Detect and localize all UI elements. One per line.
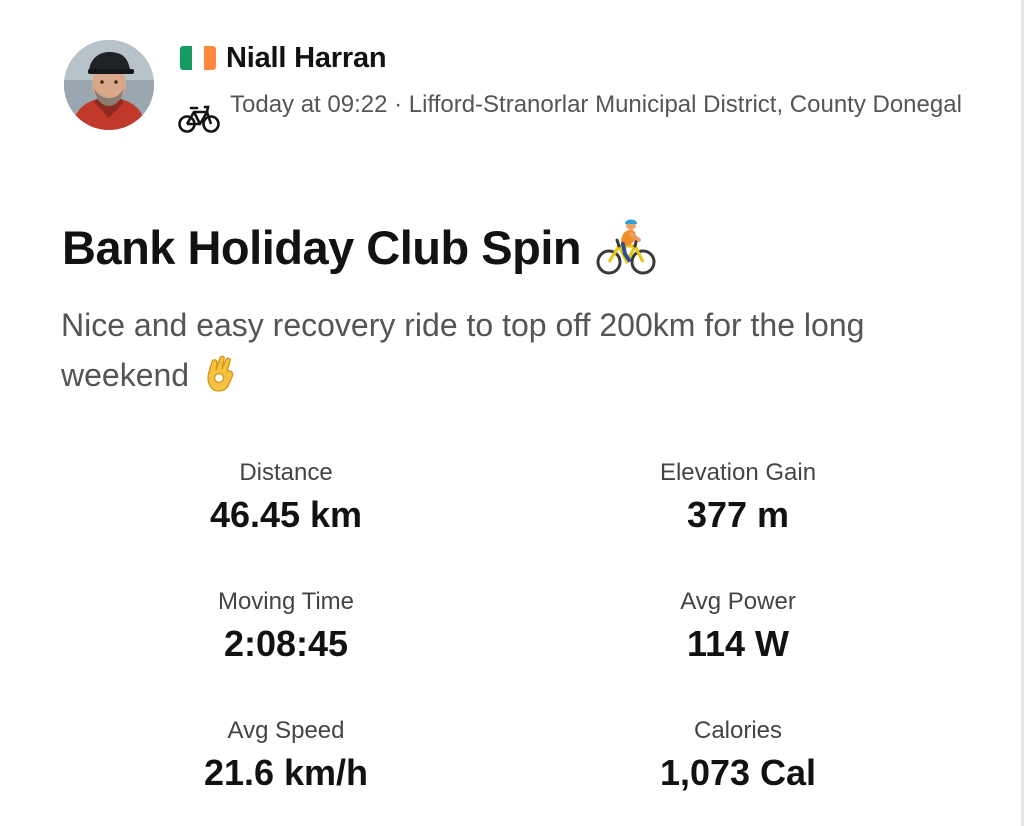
- stat-label: Avg Power: [680, 588, 796, 615]
- athlete-name[interactable]: Niall Harran: [226, 41, 387, 74]
- description-text: Nice and easy recovery ride to top off 2…: [61, 307, 865, 393]
- stat-avg-speed: Avg Speed 21.6 km/h: [60, 713, 512, 797]
- stat-label: Calories: [693, 717, 783, 744]
- flag-stripe: [204, 46, 216, 70]
- athlete-name-row: Niall Harran: [180, 40, 387, 76]
- stat-value: 21.6 km/h: [203, 752, 369, 793]
- activity-title[interactable]: Bank Holiday Club Spin: [62, 220, 582, 274]
- cyclist-emoji-icon: [595, 216, 657, 278]
- activity-description: Nice and easy recovery ride to top off 2…: [61, 300, 961, 400]
- stat-elevation-gain: Elevation Gain 377 m: [512, 455, 964, 539]
- stat-avg-power: Avg Power 114 W: [512, 584, 964, 668]
- stat-label: Elevation Gain: [659, 459, 817, 486]
- flag-stripe: [180, 46, 192, 70]
- ok-hand-emoji-icon: [204, 354, 238, 392]
- stat-value: 1,073 Cal: [659, 752, 817, 793]
- stat-value: 46.45 km: [209, 494, 363, 535]
- stat-label: Distance: [239, 459, 333, 486]
- activity-meta: Today at 09:22 · Lifford-Stranorlar Muni…: [230, 91, 962, 118]
- stat-value: 377 m: [686, 494, 790, 535]
- activity-header: Niall Harran Today at 09:22 · Lifford-St…: [64, 40, 984, 160]
- bike-icon: [178, 104, 220, 134]
- stat-calories: Calories 1,073 Cal: [512, 713, 964, 797]
- flag-stripe: [192, 46, 204, 70]
- stat-value: 114 W: [686, 623, 790, 664]
- stat-label: Moving Time: [217, 588, 355, 615]
- avatar[interactable]: [64, 40, 154, 130]
- ireland-flag-icon: [180, 46, 216, 70]
- stat-label: Avg Speed: [227, 717, 345, 744]
- stat-distance: Distance 46.45 km: [60, 455, 512, 539]
- activity-title-row: Bank Holiday Club Spin: [62, 216, 657, 278]
- stat-moving-time: Moving Time 2:08:45: [60, 584, 512, 668]
- scrollbar-edge: [1021, 0, 1024, 826]
- stat-value: 2:08:45: [223, 623, 349, 664]
- stats-grid: Distance 46.45 km Elevation Gain 377 m M…: [60, 455, 964, 815]
